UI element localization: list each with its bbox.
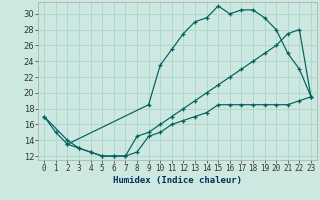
X-axis label: Humidex (Indice chaleur): Humidex (Indice chaleur)	[113, 176, 242, 185]
